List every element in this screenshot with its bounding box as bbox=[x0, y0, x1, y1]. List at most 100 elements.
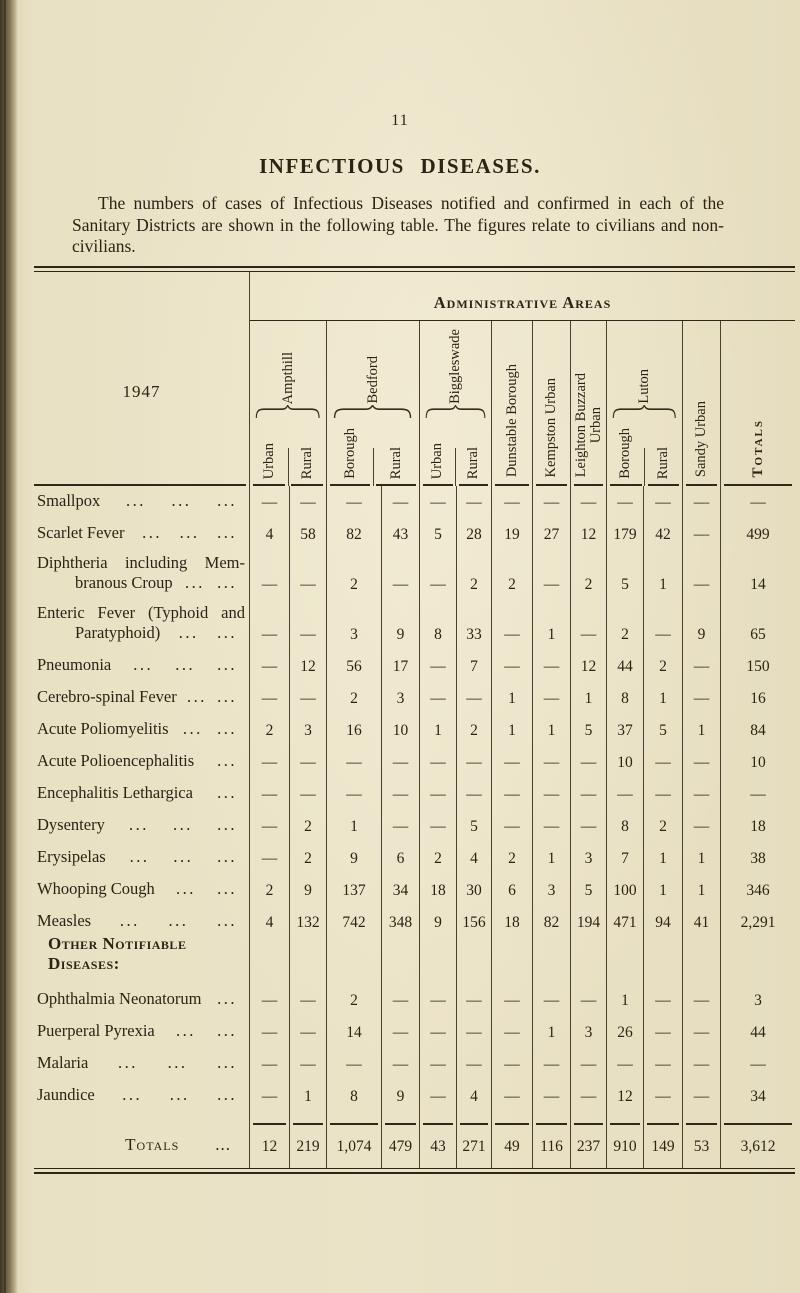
row-label-whooping-cough: Whooping Cough...... bbox=[34, 874, 249, 906]
row-label-line1: Erysipelas......... bbox=[37, 847, 249, 867]
value-acute-polioencephalitis-luton-borough: 10 bbox=[606, 746, 643, 778]
value-scarlet-fever-biggleswade-rural: 28 bbox=[456, 518, 491, 550]
value-dysentery-biggleswade-urban: — bbox=[419, 810, 456, 842]
value-diphtheria-including-mem-sandy-urban: — bbox=[682, 550, 720, 600]
leader-dots: ... bbox=[122, 1085, 143, 1104]
value-whooping-cough-sandy-urban: 1 bbox=[682, 874, 720, 906]
row-label-cerebro-spinal-fever: Cerebro-spinal Fever...... bbox=[34, 682, 249, 714]
value-whooping-cough-luton-rural: 1 bbox=[643, 874, 682, 906]
column-label: Sandy Urban bbox=[693, 400, 709, 477]
value-measles-bedford-borough: 742 bbox=[326, 906, 381, 938]
value-whooping-cough-kempston-urban: 3 bbox=[532, 874, 570, 906]
value-scarlet-fever-dunstable-borough: 19 bbox=[491, 518, 532, 550]
leader-dots: ... bbox=[169, 1085, 190, 1104]
value-smallpox-totals: — bbox=[720, 486, 795, 518]
row-label-line1: Enteric Fever (Typhoid and bbox=[37, 603, 245, 622]
column-subheaders: Borough Rural bbox=[327, 420, 419, 486]
value-ophthalmia-neonatorum-biggleswade-rural: — bbox=[456, 984, 491, 1016]
group-brace bbox=[425, 405, 486, 418]
row-label-line1: Malaria......... bbox=[37, 1053, 249, 1073]
column-label: Biggleswade bbox=[447, 329, 463, 404]
value-encephalitis-lethargica-bedford-rural: — bbox=[381, 778, 419, 810]
value-jaundice-ampthill-urban: — bbox=[249, 1080, 289, 1112]
value-pneumonia-luton-rural: 2 bbox=[643, 650, 682, 682]
value-acute-polioencephalitis-biggleswade-urban: — bbox=[419, 746, 456, 778]
column-group-biggleswade: Biggleswade Urban Rural bbox=[419, 321, 491, 486]
leader-dots: ... bbox=[118, 1053, 138, 1072]
value-smallpox-kempston-urban: — bbox=[532, 486, 570, 518]
value-encephalitis-lethargica-bedford-borough: — bbox=[326, 778, 381, 810]
column-label: Ampthill bbox=[279, 351, 296, 404]
row-label-text: Acute Poliomyelitis bbox=[37, 719, 169, 738]
leader-dots: ... bbox=[217, 573, 237, 592]
section-row-spacer bbox=[643, 938, 682, 984]
row-label-scarlet-fever: Scarlet Fever......... bbox=[34, 518, 249, 550]
value-puerperal-pyrexia-luton-borough: 26 bbox=[606, 1016, 643, 1048]
section-row-spacer bbox=[249, 938, 289, 984]
row-label-text: Smallpox bbox=[37, 491, 101, 510]
leader-dots: ... bbox=[217, 815, 237, 834]
value-jaundice-luton-rural: — bbox=[643, 1080, 682, 1112]
value-encephalitis-lethargica-luton-rural: — bbox=[643, 778, 682, 810]
leader-dots: ... bbox=[142, 523, 162, 542]
value-scarlet-fever-ampthill-urban: 4 bbox=[249, 518, 289, 550]
column-subheader-ampthill-rural: Rural bbox=[287, 420, 326, 486]
value-erysipelas-sandy-urban: 1 bbox=[682, 842, 720, 874]
value-malaria-bedford-borough: — bbox=[326, 1048, 381, 1080]
column-label: Urban bbox=[260, 442, 277, 479]
value-erysipelas-leighton-buzzard-urban: 3 bbox=[570, 842, 606, 874]
column-group-luton: Luton Borough Rural bbox=[606, 321, 682, 486]
value-cerebro-spinal-fever-ampthill-rural: — bbox=[289, 682, 326, 714]
leader-dots: ... bbox=[129, 847, 150, 866]
value-malaria-sandy-urban: — bbox=[682, 1048, 720, 1080]
row-label-text: Pneumonia bbox=[37, 655, 112, 674]
value-smallpox-biggleswade-rural: — bbox=[456, 486, 491, 518]
value-malaria-totals: — bbox=[720, 1048, 795, 1080]
total-luton-rural: 149 bbox=[643, 1112, 682, 1168]
leader-dots: ... bbox=[217, 847, 237, 866]
row-label-line1: Jaundice......... bbox=[37, 1085, 249, 1105]
value-scarlet-fever-ampthill-rural: 58 bbox=[289, 518, 326, 550]
book-binding-edge bbox=[0, 0, 18, 1293]
value-enteric-fever-typhoid-and-biggleswade-rural: 33 bbox=[456, 600, 491, 650]
row-label-line1: Whooping Cough...... bbox=[37, 879, 249, 899]
value-puerperal-pyrexia-totals: 44 bbox=[720, 1016, 795, 1048]
row-label-text: Encephalitis Lethargica bbox=[37, 783, 193, 802]
column-subheaders: Borough Rural bbox=[607, 420, 682, 486]
value-cerebro-spinal-fever-kempston-urban: — bbox=[532, 682, 570, 714]
row-label-text: Puerperal Pyrexia bbox=[37, 1021, 155, 1040]
leader-dots: ... bbox=[173, 815, 193, 834]
value-dysentery-luton-rural: 2 bbox=[643, 810, 682, 842]
page-title: INFECTIOUS DISEASES. bbox=[259, 154, 541, 178]
value-puerperal-pyrexia-ampthill-urban: — bbox=[249, 1016, 289, 1048]
total-luton-borough: 910 bbox=[606, 1112, 643, 1168]
row-label-enteric-fever-typhoid-and: Enteric Fever (Typhoid and Paratyphoid)..… bbox=[34, 600, 249, 650]
value-smallpox-ampthill-urban: — bbox=[249, 486, 289, 518]
column-label: Totals bbox=[749, 418, 766, 477]
row-label-diphtheria-including-mem: Diphtheria including Mem-branous Croup..… bbox=[34, 550, 249, 600]
group-brace bbox=[334, 405, 412, 418]
value-enteric-fever-typhoid-and-bedford-rural: 9 bbox=[381, 600, 419, 650]
value-cerebro-spinal-fever-bedford-rural: 3 bbox=[381, 682, 419, 714]
value-pneumonia-bedford-borough: 56 bbox=[326, 650, 381, 682]
value-acute-polioencephalitis-luton-rural: — bbox=[643, 746, 682, 778]
value-diphtheria-including-mem-ampthill-rural: — bbox=[289, 550, 326, 600]
total-kempston-urban: 116 bbox=[532, 1112, 570, 1168]
value-ophthalmia-neonatorum-bedford-borough: 2 bbox=[326, 984, 381, 1016]
value-erysipelas-biggleswade-rural: 4 bbox=[456, 842, 491, 874]
value-measles-biggleswade-rural: 156 bbox=[456, 906, 491, 938]
value-diphtheria-including-mem-leighton-buzzard-urban: 2 bbox=[570, 550, 606, 600]
year-header: 1947 bbox=[34, 272, 249, 486]
value-encephalitis-lethargica-kempston-urban: — bbox=[532, 778, 570, 810]
value-smallpox-bedford-borough: — bbox=[326, 486, 381, 518]
value-measles-kempston-urban: 82 bbox=[532, 906, 570, 938]
table-top-rule bbox=[34, 266, 795, 272]
leader-dots: ... bbox=[175, 655, 196, 674]
section-row-spacer bbox=[682, 938, 720, 984]
row-label-erysipelas: Erysipelas......... bbox=[34, 842, 249, 874]
value-encephalitis-lethargica-ampthill-rural: — bbox=[289, 778, 326, 810]
leader-dots: ... bbox=[217, 687, 237, 706]
leader-dots: ... bbox=[129, 815, 149, 834]
row-label-acute-polioencephalitis: Acute Polioencephalitis... bbox=[34, 746, 249, 778]
value-cerebro-spinal-fever-biggleswade-rural: — bbox=[456, 682, 491, 714]
